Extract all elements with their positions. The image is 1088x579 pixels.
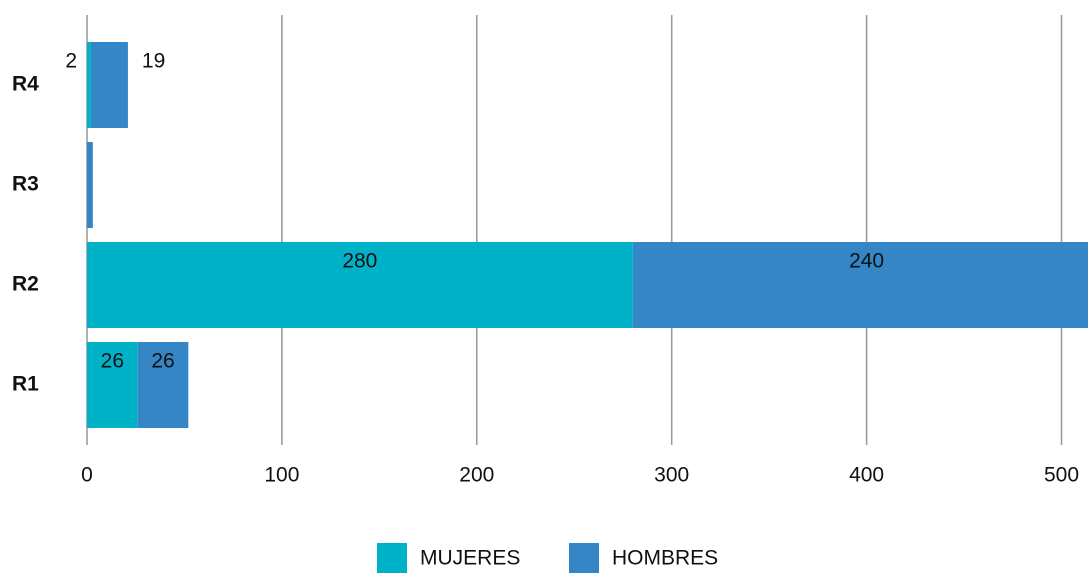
bar-segment bbox=[90, 42, 128, 128]
x-tick-label: 100 bbox=[264, 464, 299, 487]
value-label: 26 bbox=[101, 350, 124, 373]
value-label: 2 bbox=[65, 50, 77, 73]
category-label: R1 bbox=[12, 373, 39, 396]
x-tick-label: 0 bbox=[81, 464, 93, 487]
bar-segment bbox=[87, 242, 633, 328]
bar-segment bbox=[87, 342, 138, 428]
category-label: R4 bbox=[12, 73, 39, 96]
category-label: R2 bbox=[12, 273, 39, 296]
category-label: R3 bbox=[12, 173, 39, 196]
value-label: 19 bbox=[142, 50, 165, 73]
x-tick-label: 400 bbox=[849, 464, 884, 487]
bar-segment bbox=[87, 42, 91, 128]
bar-segment bbox=[87, 142, 93, 228]
legend-swatch bbox=[569, 543, 599, 573]
bar-segment bbox=[137, 342, 189, 428]
legend-label: HOMBRES bbox=[612, 547, 718, 570]
x-tick-label: 300 bbox=[654, 464, 689, 487]
legend-swatch bbox=[377, 543, 407, 573]
bar-segment bbox=[632, 242, 1088, 328]
value-label: 26 bbox=[151, 350, 174, 373]
legend-label: MUJERES bbox=[420, 547, 520, 570]
value-label: 240 bbox=[849, 250, 884, 273]
x-tick-label: 500 bbox=[1044, 464, 1079, 487]
value-label: 280 bbox=[342, 250, 377, 273]
x-tick-label: 200 bbox=[459, 464, 494, 487]
